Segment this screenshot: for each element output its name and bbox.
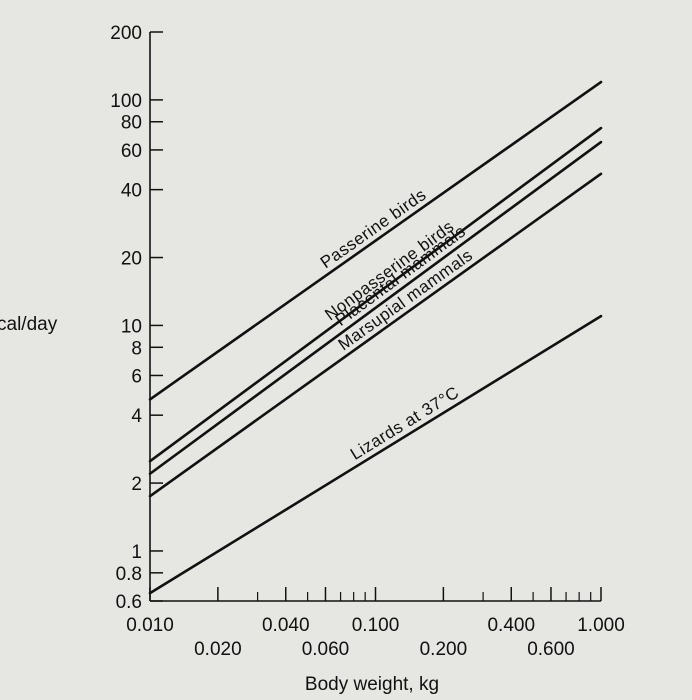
x-tick-label-3: 0.060 xyxy=(302,639,350,660)
y-tick-label-4: 4 xyxy=(131,406,142,427)
y-tick-label-11: 80 xyxy=(121,113,142,134)
x-tick-label-5: 0.200 xyxy=(420,639,468,660)
y-tick-label-3: 2 xyxy=(131,474,142,495)
series-line-2 xyxy=(148,140,603,476)
y-tick-label-13: 200 xyxy=(110,23,142,44)
y-tick-label-1: 0.8 xyxy=(116,564,142,585)
y-tick-label-0: 0.6 xyxy=(116,592,142,613)
y-tick-label-5: 6 xyxy=(131,366,142,387)
y-tick-label-6: 8 xyxy=(131,338,142,359)
x-axis-title: Body weight, kg xyxy=(305,674,439,695)
series-layer xyxy=(148,80,603,595)
y-tick-label-12: 100 xyxy=(110,91,142,112)
series-line-4 xyxy=(148,314,603,595)
x-tick-label-0: 0.010 xyxy=(126,615,174,636)
x-tick-label-1: 0.020 xyxy=(194,639,242,660)
series-line-1 xyxy=(148,126,603,463)
y-tick-label-8: 20 xyxy=(121,249,142,270)
x-tick-label-6: 0.400 xyxy=(487,615,535,636)
series-line-0 xyxy=(148,80,603,401)
y-tick-label-9: 40 xyxy=(121,181,142,202)
y-axis-title: cal/day xyxy=(0,314,58,335)
axes-layer xyxy=(149,31,602,602)
y-tick-label-7: 10 xyxy=(121,316,142,337)
y-tick-label-10: 60 xyxy=(121,141,142,162)
y-tick-label-2: 1 xyxy=(131,542,142,563)
series-line-3 xyxy=(148,172,603,498)
x-tick-label-4: 0.100 xyxy=(352,615,400,636)
x-tick-label-7: 0.600 xyxy=(527,639,575,660)
x-tick-label-2: 0.040 xyxy=(262,615,310,636)
x-tick-label-8: 1.000 xyxy=(577,615,625,636)
